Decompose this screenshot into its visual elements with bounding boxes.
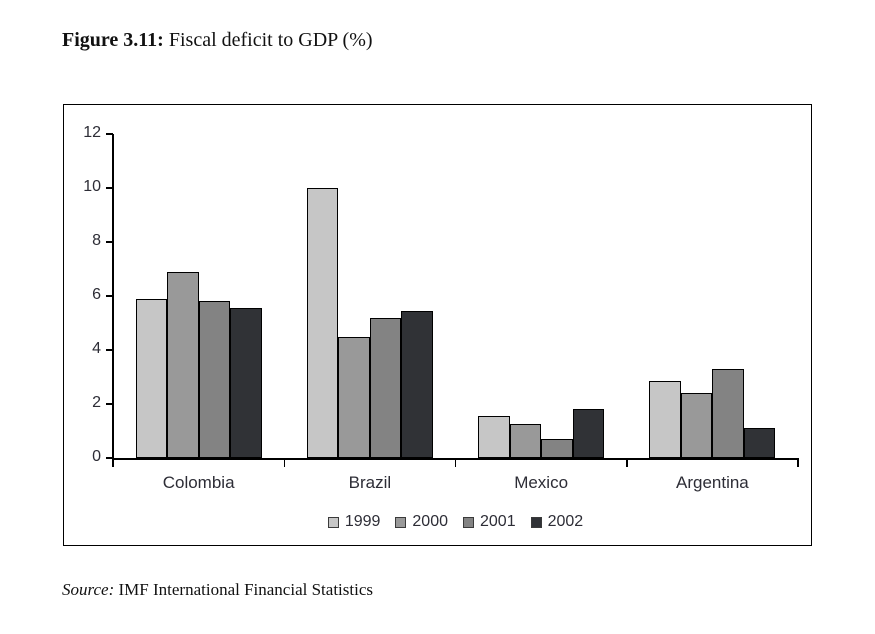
bar-colombia-2000 — [167, 271, 199, 458]
source-line: Source: IMF International Financial Stat… — [62, 580, 373, 600]
bar-mexico-2002 — [572, 409, 605, 458]
bar-brazil-2000 — [338, 336, 370, 458]
x-axis-tick — [454, 459, 457, 467]
bar-mexico-1999 — [478, 416, 510, 458]
chart-frame: 0 2 4 6 8 10 12 Colombia Brazil Mexico Argentina 1… — [63, 104, 812, 546]
x-axis-line — [112, 458, 799, 460]
y-axis-tick — [106, 457, 113, 459]
category-label-colombia: Colombia — [162, 473, 235, 492]
bar-brazil-2002 — [401, 310, 433, 458]
legend-swatch-1999 — [327, 516, 339, 528]
source-label: Source: — [62, 580, 115, 599]
bar-argentina-1999 — [649, 381, 681, 458]
y-axis-tick — [106, 187, 113, 189]
y-axis-tick — [106, 295, 113, 297]
x-axis-tick — [626, 459, 628, 467]
bar-mexico-2000 — [509, 424, 542, 458]
bar-mexico-2001 — [541, 439, 573, 458]
legend-swatch-2001 — [463, 516, 474, 528]
bar-argentina-2002 — [743, 428, 776, 458]
bar-colombia-2001 — [198, 301, 231, 458]
y-axis-label: 0 — [92, 448, 101, 465]
y-axis-label: 12 — [83, 124, 101, 141]
legend-item-2000: 2000 — [395, 513, 448, 531]
chart-legend: 1999 2000 2001 2002 — [113, 513, 798, 531]
y-axis-tick — [106, 403, 113, 405]
y-axis-tick — [106, 241, 113, 243]
bar-colombia-2002 — [230, 308, 262, 458]
category-label-mexico: Mexico — [514, 473, 569, 492]
bar-argentina-2001 — [712, 368, 744, 458]
figure-title: Figure 3.11: Fiscal deficit to GDP (%) — [62, 29, 373, 52]
source-text: IMF International Financial Statistics — [114, 580, 374, 599]
y-axis-label: 6 — [92, 286, 101, 303]
bar-brazil-1999 — [306, 188, 339, 458]
x-axis-tick — [797, 459, 799, 467]
y-axis-line — [112, 134, 114, 458]
bar-brazil-2001 — [369, 317, 402, 458]
bar-colombia-1999 — [135, 298, 168, 458]
legend-label: 1999 — [344, 513, 381, 530]
x-axis-tick — [283, 459, 285, 467]
category-label-argentina: Argentina — [675, 473, 749, 492]
figure-title-text: Fiscal deficit to GDP (%) — [163, 29, 373, 51]
y-axis-label: 8 — [92, 232, 101, 249]
legend-label: 2001 — [480, 513, 516, 530]
figure-number-label: Figure 3.11: — [62, 29, 164, 51]
y-axis-tick — [106, 133, 113, 135]
legend-item-2002: 2002 — [530, 513, 584, 531]
legend-label: 2002 — [547, 513, 584, 530]
y-axis-label: 10 — [83, 178, 101, 195]
legend-item-2001: 2001 — [463, 513, 516, 531]
x-axis-tick — [112, 459, 114, 467]
category-label-brazil: Brazil — [348, 473, 392, 492]
y-axis-tick — [106, 349, 113, 351]
legend-item-1999: 1999 — [327, 513, 381, 531]
y-axis-label: 2 — [92, 394, 101, 411]
legend-swatch-2002 — [530, 516, 542, 528]
bar-argentina-2000 — [680, 393, 713, 458]
legend-swatch-2000 — [395, 516, 407, 528]
legend-label: 2000 — [412, 513, 448, 530]
y-axis-label: 4 — [92, 340, 101, 357]
